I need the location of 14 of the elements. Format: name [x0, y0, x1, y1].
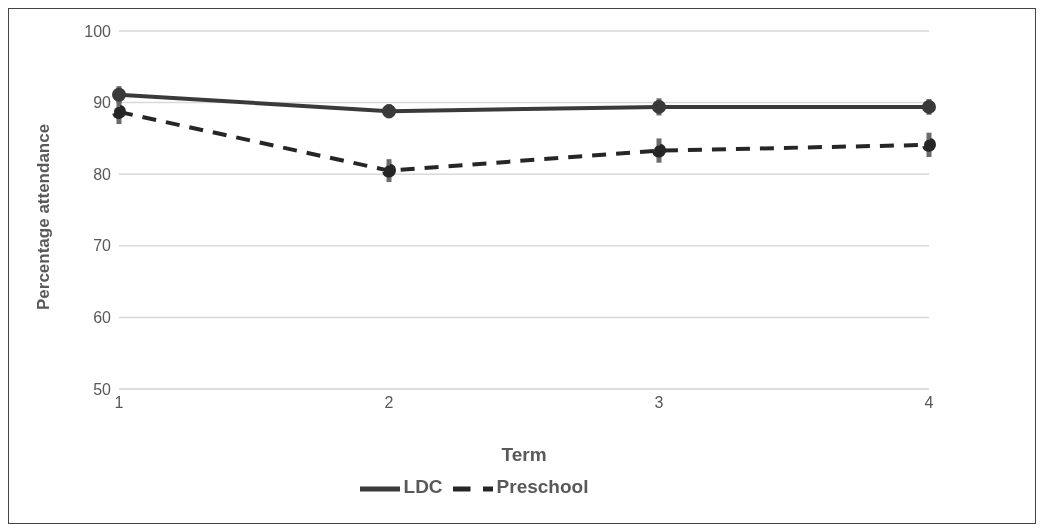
x-axis-title: Term	[501, 444, 547, 465]
y-tick-label: 50	[93, 380, 112, 398]
x-tick-label: 3	[654, 394, 664, 412]
x-tick-label: 2	[384, 394, 394, 412]
y-tick-label: 90	[93, 94, 112, 112]
y-tick-label: 60	[93, 309, 112, 327]
legend-label: LDC	[403, 476, 443, 498]
legend-label: Preschool	[496, 476, 589, 498]
y-axis-title: Percentage attendance	[34, 123, 54, 310]
x-tick-label: 1	[114, 394, 124, 412]
y-tick-label: 70	[93, 237, 112, 255]
y-tick-label: 80	[93, 165, 112, 183]
x-tick-label: 4	[924, 394, 934, 412]
y-tick-label: 100	[84, 22, 112, 40]
